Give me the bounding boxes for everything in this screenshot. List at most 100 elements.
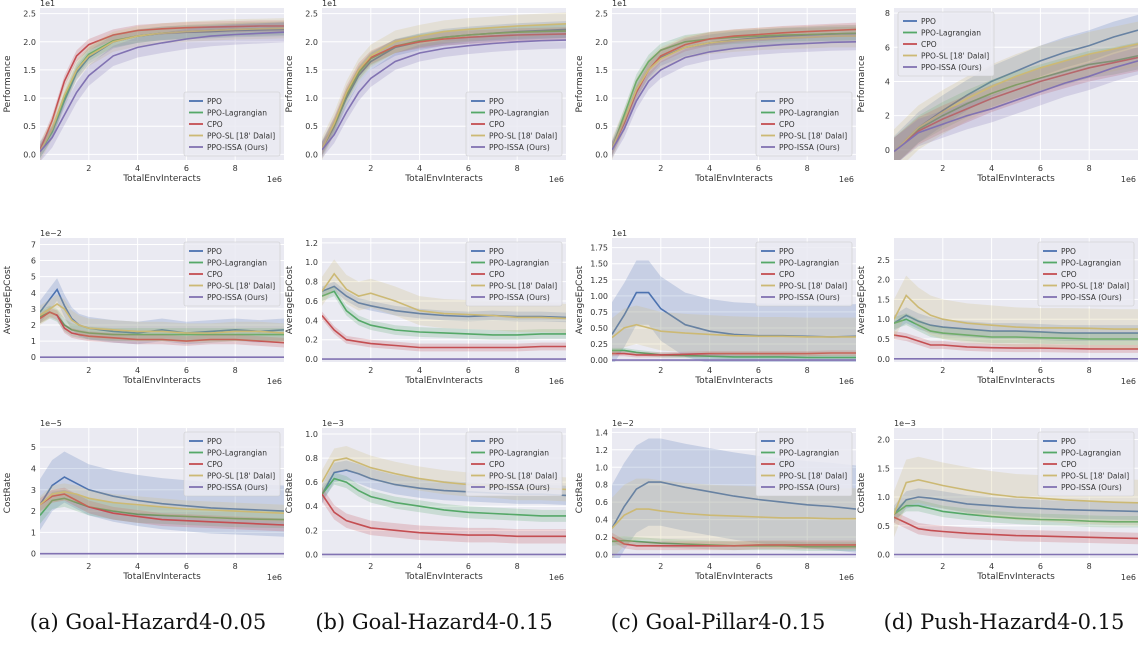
series-line-2 [40, 25, 284, 151]
x-tick-label: 8 [805, 562, 810, 571]
legend-entry-3: PPO-SL [18' Dalal] [489, 132, 557, 141]
series-group [612, 260, 856, 362]
confidence-band-3 [894, 275, 1138, 349]
x-tick-label: 6 [466, 366, 471, 375]
confidence-band-1 [612, 536, 856, 552]
legend-entry-2: CPO [207, 460, 223, 469]
y-tick-label: 2 [885, 112, 890, 121]
series-line-0 [894, 496, 1138, 515]
series-line-2 [322, 493, 566, 538]
legend: PPO PPO-Lagrangian CPO PPO-SL [18' Dalal] PP… [465, 431, 563, 497]
legend-entry-4: PPO-ISSA (Ours) [489, 143, 550, 152]
legend-box [755, 91, 853, 157]
y-tick-label: 8 [885, 9, 890, 18]
confidence-band-3 [322, 259, 566, 333]
legend-entry-1: PPO-Lagrangian [489, 109, 549, 118]
y-tick-label: 2 [31, 507, 36, 516]
y-tick-label: 6 [31, 257, 36, 266]
series-line-4 [40, 31, 284, 153]
chart-panel-b-cost: 0.0 0.2 0.4 0.6 0.8 1.0 1.2 2 4 6 8 1e6 TotalEnvInte… [285, 238, 566, 386]
series-line-2 [612, 28, 856, 150]
confidence-band-0 [40, 451, 284, 537]
y-tick-label: 1.5 [23, 66, 36, 75]
confidence-band-3 [40, 483, 284, 522]
y-tick-label: 1.0 [595, 94, 608, 103]
y-tick-label: 0.5 [305, 122, 318, 131]
y-tick-label: 1.75 [590, 244, 608, 253]
series-line-2 [40, 493, 284, 526]
legend-entry-2: CPO [921, 40, 937, 49]
x-tick-label: 4 [707, 366, 712, 375]
chart-panel-c-performance: 0.0 0.5 1.0 1.5 2.0 2.5 2 4 6 8 1e1 1e6 TotalEnvInte… [575, 0, 856, 184]
y-tick-label: 5 [31, 443, 36, 452]
series-line-4 [894, 60, 1138, 153]
legend-entry-0: PPO [489, 437, 504, 446]
series-line-1 [894, 55, 1138, 153]
x-axis-label: TotalEnvInteracts [122, 174, 201, 184]
x-tick-label: 2 [368, 562, 373, 571]
y-offset-label: 1e1 [612, 229, 627, 238]
y-tick-label: 2.5 [23, 10, 36, 19]
legend-entry-4: PPO-ISSA (Ours) [921, 63, 982, 72]
x-offset-label: 1e6 [839, 175, 854, 184]
y-tick-label: 0.2 [305, 336, 318, 345]
y-tick-label: 0.8 [305, 278, 318, 287]
confidence-band-3 [612, 305, 856, 357]
confidence-band-3 [612, 478, 856, 558]
legend-entry-1: PPO-Lagrangian [921, 29, 981, 38]
series-line-1 [894, 504, 1138, 523]
x-offset-label: 1e6 [1121, 573, 1136, 582]
y-axis-label: AverageEpCost [857, 265, 867, 334]
y-tick-label: 2.0 [877, 276, 890, 285]
x-axis-label: TotalEnvInteracts [694, 572, 773, 582]
legend-entry-4: PPO-ISSA (Ours) [207, 483, 268, 492]
x-tick-label: 6 [184, 562, 189, 571]
x-tick-label: 2 [658, 562, 663, 571]
legend-box [755, 241, 853, 307]
y-tick-label: 0 [885, 146, 890, 155]
legend-entry-4: PPO-ISSA (Ours) [779, 483, 840, 492]
x-axis-label: TotalEnvInteracts [694, 174, 773, 184]
legend-entry-1: PPO-Lagrangian [779, 109, 839, 118]
confidence-band-1 [322, 24, 566, 156]
y-axis-label: CostRate [3, 472, 13, 513]
y-offset-label: 1e−3 [894, 419, 916, 428]
confidence-band-4 [894, 47, 1138, 160]
legend: PPO PPO-Lagrangian CPO PPO-SL [18' Dalal] PP… [897, 11, 995, 77]
legend-entry-1: PPO-Lagrangian [207, 259, 267, 268]
y-tick-label: 2 [31, 321, 36, 330]
series-line-3 [40, 303, 284, 334]
legend-entry-3: PPO-SL [18' Dalal] [779, 472, 847, 481]
series-line-2 [322, 314, 566, 349]
confidence-band-2 [894, 511, 1138, 545]
series-line-1 [40, 497, 284, 521]
legend-entry-1: PPO-Lagrangian [489, 259, 549, 268]
y-tick-label: 1.00 [590, 292, 608, 301]
confidence-band-4 [322, 31, 566, 159]
legend-entry-3: PPO-SL [18' Dalal] [489, 472, 557, 481]
confidence-band-4 [40, 22, 284, 160]
x-tick-label: 8 [805, 164, 810, 173]
legend-entry-0: PPO [779, 97, 794, 106]
legend: PPO PPO-Lagrangian CPO PPO-SL [18' Dalal] PP… [183, 241, 281, 307]
legend-entry-3: PPO-SL [18' Dalal] [207, 132, 275, 141]
confidence-band-0 [894, 488, 1138, 523]
legend-entry-3: PPO-SL [18' Dalal] [1061, 282, 1129, 291]
legend-entry-4: PPO-ISSA (Ours) [1061, 293, 1122, 302]
legend: PPO PPO-Lagrangian CPO PPO-SL [18' Dalal] PP… [755, 91, 853, 157]
y-tick-label: 4 [31, 289, 36, 298]
x-tick-label: 6 [1038, 562, 1043, 571]
x-tick-label: 4 [707, 562, 712, 571]
y-tick-label: 0.75 [590, 308, 608, 317]
y-tick-label: 1.5 [877, 464, 890, 473]
confidence-band-1 [894, 313, 1138, 345]
legend-entry-2: CPO [489, 120, 505, 129]
series-line-4 [322, 39, 566, 151]
y-tick-label: 0.4 [305, 316, 318, 325]
series-line-3 [612, 35, 856, 150]
y-tick-label: 0.6 [305, 297, 318, 306]
x-tick-label: 8 [805, 366, 810, 375]
x-axis-label: TotalEnvInteracts [404, 376, 483, 386]
y-tick-label: 0.5 [877, 335, 890, 344]
legend-box [465, 91, 563, 157]
